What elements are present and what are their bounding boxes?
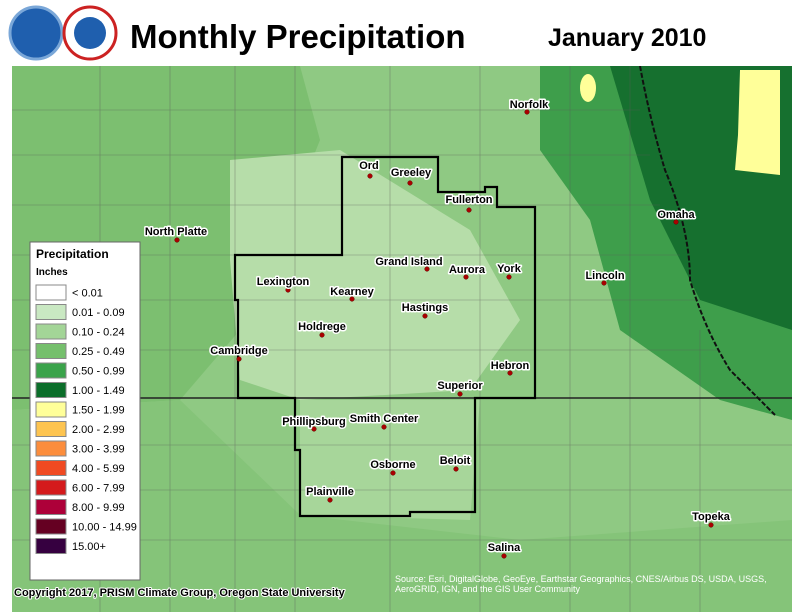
legend-label: 10.00 - 14.99 <box>72 522 137 534</box>
region-outline <box>233 155 537 518</box>
city-dot <box>236 356 242 362</box>
city-dot <box>424 266 430 272</box>
city-dot <box>319 332 325 338</box>
city-dot <box>367 173 373 179</box>
city-label: Aurora <box>449 264 486 276</box>
map-patch <box>735 70 780 175</box>
legend-swatch <box>35 499 67 515</box>
legend-swatch <box>35 440 67 457</box>
city-dot <box>381 424 387 430</box>
city-dot <box>507 370 513 376</box>
legend-label: 1.00 - 1.49 <box>72 385 125 397</box>
legend-label: 15.00+ <box>72 541 106 553</box>
river <box>639 65 776 416</box>
city-label: Plainville <box>306 486 354 498</box>
legend-swatch <box>35 382 67 398</box>
legend-label: 0.50 - 0.99 <box>72 366 125 378</box>
legend-title: Precipitation <box>36 247 109 261</box>
city-dot <box>174 237 180 243</box>
map-patch <box>12 400 792 612</box>
legend-label: 6.00 - 7.99 <box>72 483 125 495</box>
city-label: Grand Island <box>375 256 442 268</box>
city-dot <box>422 313 428 319</box>
county-lines <box>12 66 792 612</box>
legend-label: 0.10 - 0.24 <box>72 327 125 339</box>
city-dot <box>327 497 333 503</box>
map-patch <box>230 150 520 400</box>
city-label: Salina <box>488 542 521 554</box>
city-label: York <box>497 263 522 275</box>
noaa-logo <box>8 5 64 61</box>
city-label: Fullerton <box>445 194 492 206</box>
map-patch <box>580 74 596 102</box>
city-label: Lexington <box>257 276 310 288</box>
legend-label: 1.50 - 1.99 <box>72 405 125 417</box>
city-dot <box>708 522 714 528</box>
city-dot <box>501 553 507 559</box>
header <box>0 0 792 66</box>
city-label: Topeka <box>692 511 731 523</box>
city-dot <box>466 207 472 213</box>
legend-units: Inches <box>36 267 68 278</box>
city-label: Holdrege <box>298 321 346 333</box>
city-label: Superior <box>437 380 483 392</box>
source: Source: Esri, DigitalGlobe, GeoEye, Eart… <box>395 574 767 594</box>
city-label: Cambridge <box>210 345 267 357</box>
city-label: Hastings <box>402 302 448 314</box>
legend-swatch <box>35 460 67 476</box>
city-dot <box>311 426 317 432</box>
city-dot <box>673 219 679 225</box>
city-label: Hebron <box>491 360 530 372</box>
legend-label: 2.00 - 2.99 <box>72 424 125 436</box>
city-label: North Platte <box>145 226 207 238</box>
city-label: Smith Center <box>350 413 419 425</box>
source-box: Source: Esri, DigitalGlobe, GeoEye, Eart… <box>395 574 767 594</box>
city-label: Kearney <box>330 286 374 298</box>
city-label: Ord <box>359 160 379 172</box>
legend-label: 0.25 - 0.49 <box>72 346 125 358</box>
city-label: Osborne <box>370 459 415 471</box>
legend-label: < 0.01 <box>72 288 103 300</box>
legend-swatch <box>35 362 67 379</box>
legend-swatch <box>35 304 67 320</box>
city-dot <box>457 391 463 397</box>
legend-label: 3.00 - 3.99 <box>72 444 125 456</box>
city-label: Omaha <box>657 209 695 221</box>
city-dot <box>349 296 355 302</box>
city-dot <box>463 274 469 280</box>
title: Monthly Precipitation <box>130 18 466 55</box>
legend-label: 0.01 - 0.09 <box>72 307 125 319</box>
legend-swatch <box>35 518 67 535</box>
city-label: Lincoln <box>585 270 624 282</box>
legend-swatch <box>35 343 67 359</box>
city-dot <box>601 280 607 286</box>
city-label: Norfolk <box>510 99 549 111</box>
city-label: Beloit <box>440 455 471 467</box>
legend-swatch <box>35 401 67 418</box>
city-dot <box>506 274 512 280</box>
copyright: Copyright 2017, PRISM Climate Group, Ore… <box>14 587 346 599</box>
nws-logo-inner <box>74 17 106 49</box>
city-dot <box>390 470 396 476</box>
city-dot <box>453 466 459 472</box>
legend-swatch <box>35 421 67 437</box>
legend-swatch <box>35 284 67 301</box>
legend-label: 8.00 - 9.99 <box>72 502 125 514</box>
city-dot <box>407 180 413 186</box>
legend-swatch <box>35 323 67 340</box>
city-label: Greeley <box>391 167 432 179</box>
legend-label: 4.00 - 5.99 <box>72 463 125 475</box>
date: January 2010 <box>548 24 706 52</box>
legend-swatch <box>35 538 67 554</box>
city-dot <box>524 109 530 115</box>
legend-swatch <box>35 479 67 496</box>
city-dot <box>285 287 291 293</box>
city-label: Phillipsburg <box>282 416 346 428</box>
